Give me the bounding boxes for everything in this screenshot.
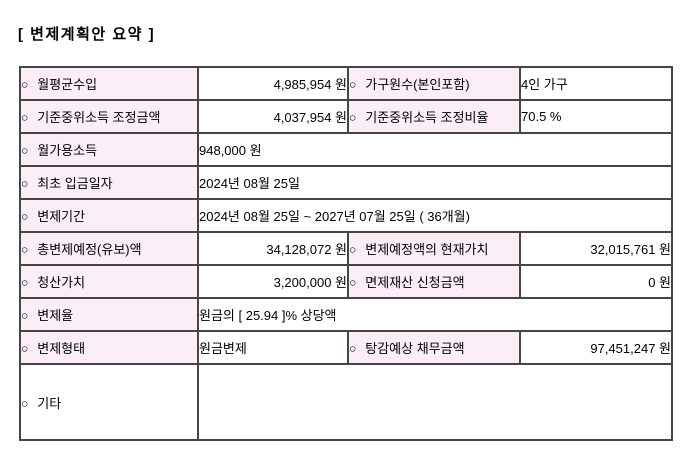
row-label-cell: ○ 기타 [19,363,199,441]
row-label-cell: ○ 변제예정액의 현재가치 [347,231,521,266]
table-row: ○ 변제형태 원금변제 ○ 탕감예상 채무금액 97,451,247 원 [19,330,673,365]
table-row: ○ 월가용소득 948,000 원 [19,132,673,167]
table-row: ○ 변제율 원금의 [ 25.94 ]% 상당액 [19,297,673,332]
table-row: ○ 변제기간 2024년 08월 25일 ~ 2027년 07월 25일 ( 36개… [19,198,673,233]
row-label: 기준중위소득 조정비율 [365,110,489,125]
row-label-cell: ○ 변제기간 [19,198,199,233]
circle-bullet-icon: ○ [21,396,29,410]
row-label: 청산가치 [37,275,86,290]
row-label: 기준중위소득 조정금액 [37,110,161,125]
row-label-cell: ○ 월평균수입 [19,66,199,101]
circle-bullet-icon: ○ [21,176,29,191]
circle-bullet-icon: ○ [349,275,357,290]
row-label-cell: ○ 면제재산 신청금액 [347,264,521,299]
row-label: 변제율 [37,308,74,323]
summary-table-body: ○ 월평균수입 4,985,954 원 ○ 가구원수(본인포함) 4인 가구 ○ 기준중위소득… [19,66,673,441]
row-label: 월평균수입 [37,77,98,92]
table-row: ○ 기준중위소득 조정금액 4,037,954 원 ○ 기준중위소득 조정비율 70.5 … [19,99,673,134]
table-row: ○ 최초 입금일자 2024년 08월 25일 [19,165,673,200]
row-label-cell: ○ 변제형태 [19,330,199,365]
row-label-cell: ○ 월가용소득 [19,132,199,167]
row-label: 탕감예상 채무금액 [365,341,465,356]
row-value-cell: 원금의 [ 25.94 ]% 상당액 [197,297,673,332]
row-label-cell: ○ 가구원수(본인포함) [347,66,521,101]
circle-bullet-icon: ○ [349,77,357,92]
row-label: 면제재산 신청금액 [365,275,465,290]
table-row: ○ 월평균수입 4,985,954 원 ○ 가구원수(본인포함) 4인 가구 [19,66,673,101]
circle-bullet-icon: ○ [21,209,29,224]
row-label: 월가용소득 [37,143,98,158]
row-label: 변제예정액의 현재가치 [365,242,489,257]
row-label: 가구원수(본인포함) [365,77,470,92]
row-value-cell [197,363,673,441]
row-value-cell: 2024년 08월 25일 ~ 2027년 07월 25일 ( 36개월) [197,198,673,233]
row-label-cell: ○ 최초 입금일자 [19,165,199,200]
circle-bullet-icon: ○ [349,110,357,125]
row-label-cell: ○ 탕감예상 채무금액 [347,330,521,365]
table-row: ○ 총변제예정(유보)액 34,128,072 원 ○ 변제예정액의 현재가치 32,01… [19,231,673,266]
row-label: 변제형태 [37,341,86,356]
row-label-cell: ○ 총변제예정(유보)액 [19,231,199,266]
row-label-cell: ○ 청산가치 [19,264,199,299]
row-value-cell: 34,128,072 원 [197,231,349,266]
table-row: ○ 청산가치 3,200,000 원 ○ 면제재산 신청금액 0 원 [19,264,673,299]
circle-bullet-icon: ○ [349,242,357,257]
circle-bullet-icon: ○ [21,275,29,290]
row-value-cell: 4인 가구 [519,66,673,101]
row-value-cell: 70.5 % [519,99,673,134]
row-label-cell: ○ 변제율 [19,297,199,332]
row-label-cell: ○ 기준중위소득 조정비율 [347,99,521,134]
table-row: ○ 기타 [19,363,673,441]
row-value-cell: 3,200,000 원 [197,264,349,299]
row-value-cell: 4,037,954 원 [197,99,349,134]
row-label: 기타 [37,395,62,411]
circle-bullet-icon: ○ [21,308,29,323]
row-label-cell: ○ 기준중위소득 조정금액 [19,99,199,134]
row-value-cell: 원금변제 [197,330,349,365]
row-value-cell: 0 원 [519,264,673,299]
repayment-summary-table: ○ 월평균수입 4,985,954 원 ○ 가구원수(본인포함) 4인 가구 ○ 기준중위소득… [19,66,673,441]
circle-bullet-icon: ○ [21,77,29,92]
circle-bullet-icon: ○ [349,341,357,356]
circle-bullet-icon: ○ [21,110,29,125]
row-value-cell: 97,451,247 원 [519,330,673,365]
row-label: 총변제예정(유보)액 [37,242,142,257]
row-label: 최초 입금일자 [37,176,113,191]
page-title: [ 변제계획안 요약 ] [18,26,156,43]
row-label: 변제기간 [37,209,86,224]
circle-bullet-icon: ○ [21,341,29,356]
row-value-cell: 948,000 원 [197,132,673,167]
circle-bullet-icon: ○ [21,242,29,257]
row-value-cell: 2024년 08월 25일 [197,165,673,200]
row-value-cell: 4,985,954 원 [197,66,349,101]
circle-bullet-icon: ○ [21,143,29,158]
row-value-cell: 32,015,761 원 [519,231,673,266]
